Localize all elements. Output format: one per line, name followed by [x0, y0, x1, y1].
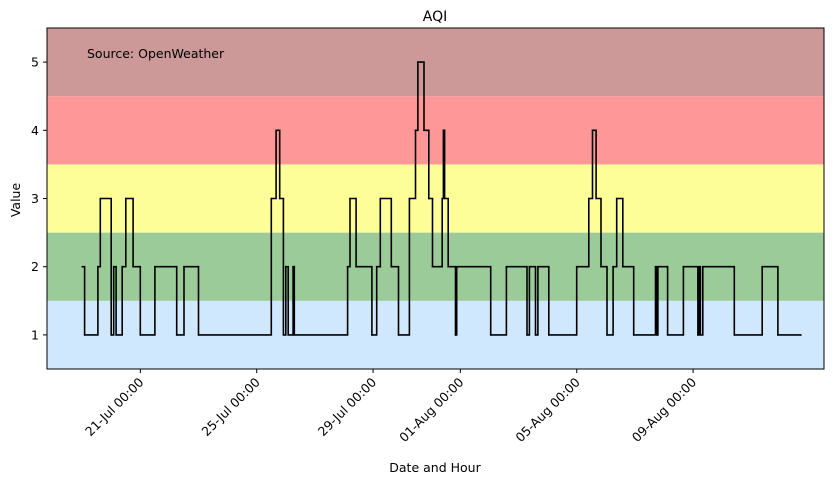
aqi-point: [761, 265, 763, 268]
aqi-point: [505, 265, 508, 268]
aqi-point: [622, 265, 624, 268]
x-tick-label: 21-Jul 00:00: [82, 374, 147, 439]
aqi-point: [612, 265, 614, 268]
aqi-band-5: [47, 28, 824, 97]
aqi-point: [800, 334, 802, 336]
aqi-point: [455, 265, 458, 268]
aqi-point: [183, 265, 185, 268]
aqi-point: [666, 334, 669, 336]
aqi-series: [81, 61, 802, 336]
aqi-point: [408, 197, 411, 200]
aqi-point: [588, 197, 590, 200]
aqi-point: [595, 197, 597, 200]
x-tick-label: 09-Aug 00:00: [629, 374, 699, 444]
aqi-point: [697, 334, 699, 336]
aqi-category-bands: [47, 28, 824, 369]
aqi-point: [489, 334, 492, 336]
aqi-point: [346, 265, 349, 268]
aqi-point: [698, 265, 700, 268]
aqi-point: [682, 265, 685, 268]
y-tick-label: 3: [31, 191, 39, 206]
aqi-point: [615, 197, 618, 200]
aqi-point: [287, 334, 290, 336]
aqi-point: [575, 265, 578, 268]
aqi-point: [454, 334, 457, 336]
aqi-point: [282, 334, 285, 336]
aqi-point: [97, 265, 99, 268]
aqi-point: [270, 197, 273, 200]
aqi-point: [292, 265, 294, 268]
aqi-point: [733, 334, 736, 336]
aqi-point: [442, 129, 445, 132]
aqi-point: [125, 197, 127, 200]
x-tick-label: 01-Aug 00:00: [396, 374, 466, 444]
aqi-point: [548, 334, 550, 336]
aqi-point: [655, 334, 658, 336]
aqi-point: [375, 265, 378, 268]
aqi-point: [537, 265, 539, 268]
aqi-band-4: [47, 96, 824, 165]
x-tick-label: 05-Aug 00:00: [512, 374, 582, 444]
aqi-point: [397, 334, 400, 336]
source-annotation: Source: OpenWeather: [87, 46, 225, 61]
aqi-point: [702, 265, 704, 268]
aqi-point: [110, 334, 112, 336]
aqi-point: [349, 197, 351, 200]
aqi-point: [431, 265, 434, 268]
aqi-point: [777, 334, 779, 336]
aqi-point: [278, 197, 281, 200]
aqi-point: [428, 197, 430, 200]
aqi-point: [175, 334, 178, 336]
aqi-point: [371, 334, 373, 336]
aqi-point: [600, 265, 602, 268]
x-axis-label: Date and Hour: [389, 460, 481, 475]
chart-title: AQI: [423, 9, 447, 25]
aqi-point: [121, 265, 123, 268]
y-tick-label: 2: [31, 259, 39, 274]
aqi-point: [154, 265, 156, 268]
aqi-point: [390, 265, 393, 268]
y-tick-label: 4: [31, 123, 39, 138]
aqi-point: [699, 334, 702, 336]
x-tick-label: 25-Jul 00:00: [198, 374, 263, 439]
aqi-point: [132, 265, 134, 268]
aqi-point: [441, 197, 444, 200]
aqi-point: [81, 265, 83, 268]
y-axis-ticks: 1 2 3 4 5: [31, 55, 47, 342]
aqi-point: [591, 129, 594, 132]
aqi-point: [417, 61, 419, 63]
aqi-point: [285, 265, 287, 268]
aqi-point: [414, 129, 417, 132]
aqi-point: [139, 334, 142, 336]
y-tick-label: 1: [31, 327, 39, 342]
aqi-point: [115, 334, 117, 336]
aqi-point: [526, 334, 528, 336]
aqi-point: [293, 334, 296, 336]
aqi-point: [443, 197, 446, 200]
aqi-point: [83, 334, 86, 336]
aqi-point: [606, 334, 608, 336]
aqi-point: [275, 129, 277, 132]
x-axis-ticks: 21-Jul 00:00 25-Jul 00:00 29-Jul 00:00 01-A…: [82, 369, 699, 445]
y-tick-label: 5: [31, 55, 39, 70]
aqi-band-1: [47, 300, 824, 369]
aqi-point: [654, 265, 657, 268]
aqi-point: [99, 197, 102, 200]
aqi-point: [197, 334, 200, 336]
aqi-point: [632, 334, 635, 336]
aqi-point: [709, 265, 711, 268]
aqi-point: [379, 197, 382, 200]
aqi-point: [534, 334, 537, 336]
aqi-point: [112, 265, 115, 268]
aqi-point: [528, 265, 531, 268]
y-axis-label: Value: [8, 183, 23, 218]
aqi-point: [423, 129, 425, 132]
aqi-band-3: [47, 164, 824, 233]
aqi-point: [447, 265, 450, 268]
aqi-point: [355, 265, 357, 268]
x-tick-label: 29-Jul 00:00: [315, 374, 380, 439]
aqi-point: [657, 265, 659, 268]
